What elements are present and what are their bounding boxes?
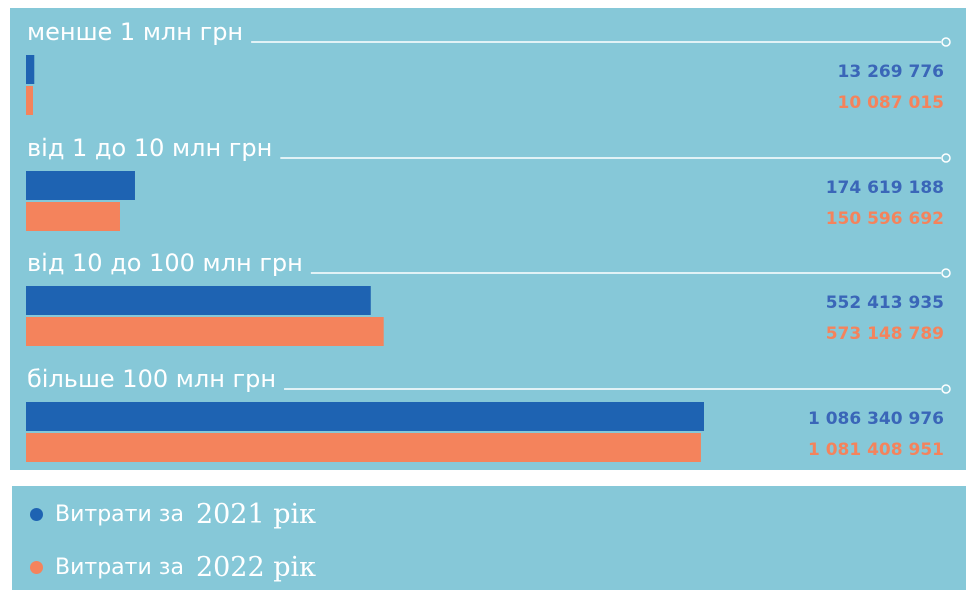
category-group: від 10 до 100 млн грн 552 413 935 573 148 …	[26, 249, 951, 346]
value-label-2021: 552 413 935	[826, 293, 944, 313]
value-label-2021: 174 619 188	[826, 178, 944, 198]
divider-end-marker	[941, 37, 951, 47]
legend-year-2021: 2021 рік	[195, 498, 317, 530]
category-label: від 10 до 100 млн грн	[27, 249, 303, 277]
legend-text-2021: Витрати за	[55, 501, 184, 527]
value-label-2022: 1 081 408 951	[808, 440, 944, 460]
chart-legend: Витрати за 2021 рік Витрати за 2022 рік	[12, 486, 966, 590]
bar-2021	[26, 171, 135, 200]
category-label: від 1 до 10 млн грн	[27, 134, 272, 162]
divider-end-marker	[941, 153, 951, 163]
chart-panel: менше 1 млн грн 13 269 776 10 087 015 від 1…	[10, 8, 966, 470]
value-label-2021: 13 269 776	[838, 62, 944, 82]
category-group: більше 100 млн грн 1 086 340 976 1 081 408…	[26, 365, 951, 462]
bar-chart: менше 1 млн грн 13 269 776 10 087 015 від 1…	[26, 18, 951, 462]
bar-2022	[26, 86, 33, 115]
category-group: менше 1 млн грн 13 269 776 10 087 015	[26, 18, 951, 115]
bar-2021	[26, 402, 704, 431]
divider-end-marker	[941, 268, 951, 278]
value-label-2022: 150 596 692	[826, 209, 944, 229]
bar-2021	[26, 55, 35, 84]
category-label: більше 100 млн грн	[27, 365, 276, 393]
bar-2022	[26, 202, 120, 231]
bar-2022	[26, 433, 701, 462]
value-label-2022: 10 087 015	[838, 93, 944, 113]
legend-dot-2022	[30, 560, 43, 574]
legend-text-2022: Витрати за	[55, 554, 184, 580]
value-label-2021: 1 086 340 976	[808, 409, 944, 429]
category-group: від 1 до 10 млн грн 174 619 188 150 596 69…	[26, 134, 951, 231]
category-label: менше 1 млн грн	[27, 18, 243, 46]
legend-item-2022: Витрати за 2022 рік	[30, 547, 316, 587]
legend-dot-2021	[30, 507, 43, 521]
legend-year-2022: 2022 рік	[195, 551, 317, 583]
divider-end-marker	[941, 384, 951, 394]
value-label-2022: 573 148 789	[826, 324, 944, 344]
bar-2022	[26, 317, 384, 346]
legend-item-2021: Витрати за 2021 рік	[30, 494, 316, 534]
bar-2021	[26, 286, 371, 315]
